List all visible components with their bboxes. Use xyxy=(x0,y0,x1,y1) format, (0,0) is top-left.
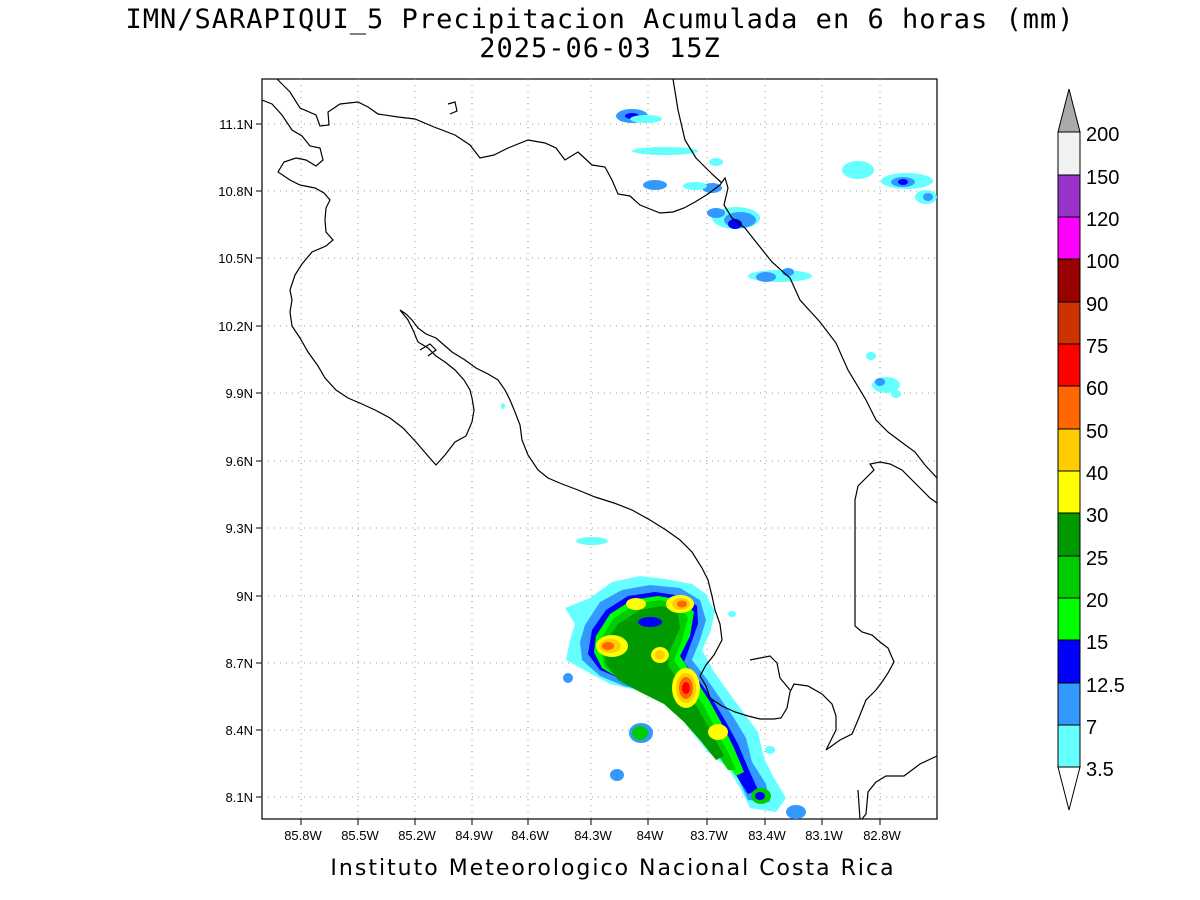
axis-ticks xyxy=(256,123,881,825)
colorbar-swatch xyxy=(1057,597,1081,641)
colorbar-label: 60 xyxy=(1086,378,1108,400)
lon-tick-label: 84.3W xyxy=(574,828,612,843)
lat-tick-label: 9N xyxy=(236,589,253,604)
lat-tick-label: 10.2N xyxy=(218,319,253,334)
colorbar-swatch xyxy=(1057,301,1081,345)
colorbar-swatch xyxy=(1057,385,1081,430)
precipitation-field xyxy=(501,109,937,819)
colorbar-label: 30 xyxy=(1086,505,1108,527)
colorbar-label: 40 xyxy=(1086,463,1108,485)
lat-tick-label: 11.1N xyxy=(219,117,253,132)
lon-tick-label: 84.9W xyxy=(455,828,493,843)
lat-tick-label: 9.3N xyxy=(226,521,253,536)
lon-tick-label: 83.1W xyxy=(805,828,843,843)
map-subtitle: 2025-06-03 15Z xyxy=(479,33,721,64)
colorbar-swatch xyxy=(1057,428,1081,472)
lat-tick-label: 8.7N xyxy=(226,656,253,671)
colorbar-swatch xyxy=(1057,724,1081,768)
colorbar-swatch xyxy=(1057,639,1081,684)
lat-tick-label: 8.1N xyxy=(226,790,253,805)
colorbar-label: 20 xyxy=(1086,590,1108,612)
lat-tick-label: 8.4N xyxy=(226,723,253,738)
colorbar-label: 25 xyxy=(1086,548,1108,570)
colorbar-label: 50 xyxy=(1086,421,1108,443)
lat-tick-label: 9.6N xyxy=(226,454,253,469)
lon-tick-label: 85.8W xyxy=(284,828,322,843)
lat-tick-label: 10.8N xyxy=(218,184,253,199)
lat-tick-labels: 11.1N 10.8N 10.5N 10.2N 9.9N 9.6N 9.3N 9… xyxy=(218,117,253,805)
lon-tick-label: 83.7W xyxy=(690,828,728,843)
colorbar-bottom-arrow xyxy=(1057,766,1081,811)
colorbar-label: 100 xyxy=(1086,251,1119,273)
lat-tick-label: 10.5N xyxy=(218,251,253,266)
colorbar-label: 75 xyxy=(1086,336,1108,358)
lon-tick-labels: 85.8W 85.5W 85.2W 84.9W 84.6W 84.3W 84W … xyxy=(284,828,901,843)
colorbar-swatch xyxy=(1057,131,1081,176)
colorbar: 3.5 7 12.5 15 20 25 30 40 50 60 75 90 10… xyxy=(1057,88,1125,811)
colorbar-label: 7 xyxy=(1086,717,1097,739)
lon-tick-label: 82.8W xyxy=(863,828,901,843)
colorbar-label: 150 xyxy=(1086,167,1119,189)
lon-tick-label: 83.4W xyxy=(748,828,786,843)
plot-frame xyxy=(261,78,938,820)
colorbar-swatch xyxy=(1057,682,1081,726)
map-title: IMN/SARAPIQUI_5 Precipitacion Acumulada … xyxy=(125,4,1075,35)
colorbar-swatch xyxy=(1057,258,1081,303)
colorbar-swatch xyxy=(1057,555,1081,599)
lon-tick-label: 84.6W xyxy=(511,828,549,843)
colorbar-top-arrow xyxy=(1057,88,1081,133)
colorbar-label: 3.5 xyxy=(1086,759,1114,781)
lat-tick-label: 9.9N xyxy=(226,386,253,401)
colorbar-swatch xyxy=(1057,216,1081,260)
colorbar-label: 200 xyxy=(1086,124,1119,146)
colorbar-label: 12.5 xyxy=(1086,675,1125,697)
coastlines xyxy=(261,78,938,820)
lon-tick-label: 84W xyxy=(637,828,664,843)
colorbar-swatch xyxy=(1057,512,1081,557)
lon-tick-label: 85.5W xyxy=(341,828,379,843)
colorbar-label: 15 xyxy=(1086,632,1108,654)
colorbar-swatch xyxy=(1057,343,1081,387)
colorbar-label: 120 xyxy=(1086,209,1119,231)
credit-text: Instituto Meteorologico Nacional Costa R… xyxy=(330,856,896,881)
colorbar-swatch xyxy=(1057,174,1081,218)
colorbar-label: 90 xyxy=(1086,294,1108,316)
lon-tick-label: 85.2W xyxy=(398,828,436,843)
colorbar-swatch xyxy=(1057,470,1081,514)
